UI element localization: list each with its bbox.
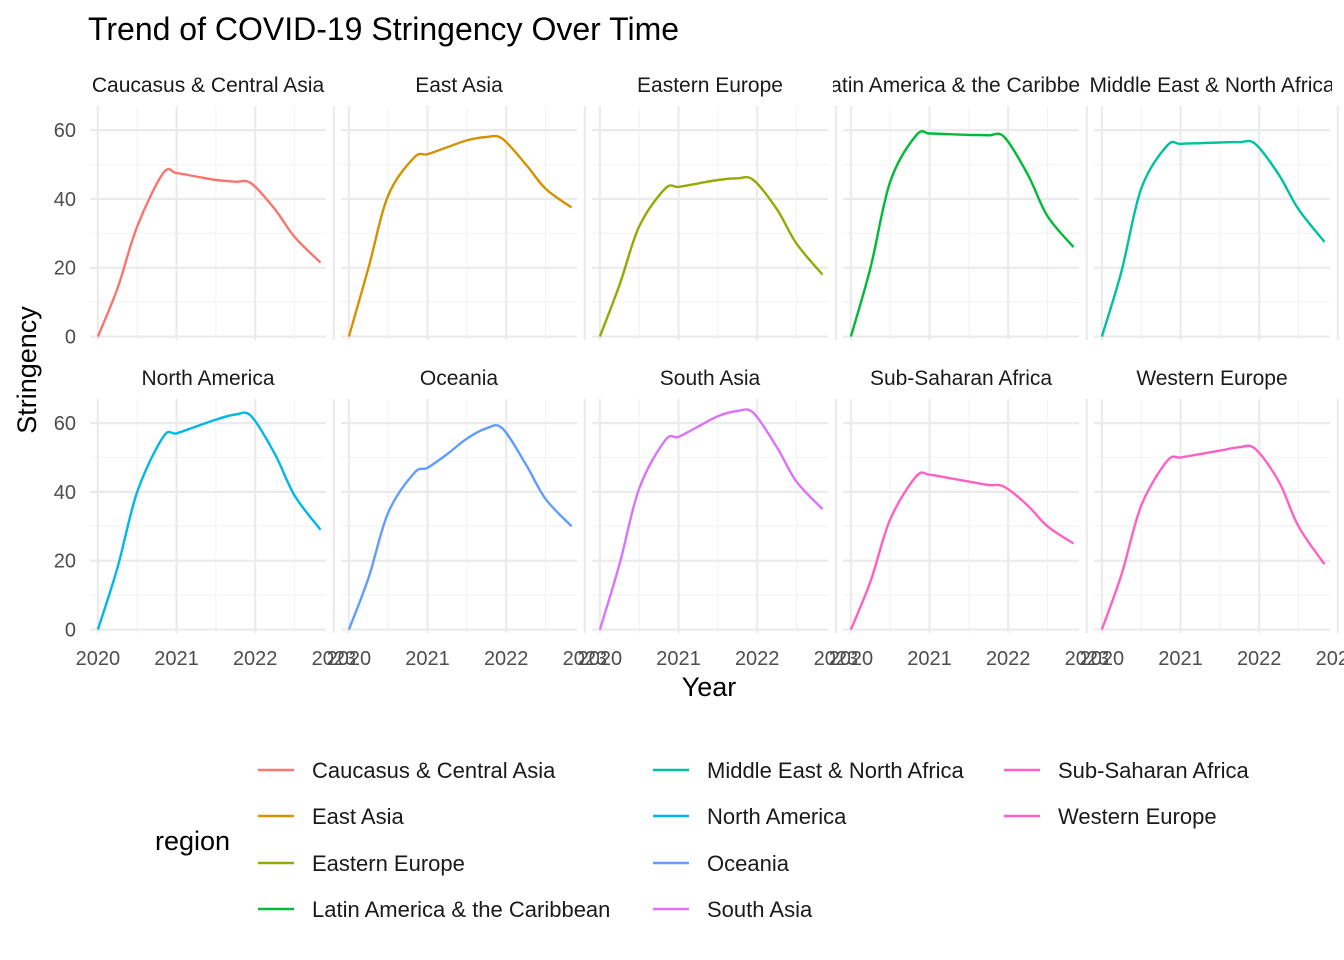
series-line (347, 134, 573, 337)
x-tick-label: 2021 (907, 648, 952, 670)
facet-panel: Sub-Saharan Africa 2020 2021 2022 2023 (829, 367, 1110, 670)
y-tick-label: 40 (54, 482, 76, 504)
legend-label: Caucasus & Central Asia (312, 758, 556, 783)
y-tick-label: 0 (65, 327, 76, 349)
legend-item: East Asia (258, 804, 404, 829)
series-line (96, 411, 322, 630)
facet-strip-label: Middle East & North Africa (1089, 74, 1334, 97)
facet-strip-label: North America (141, 367, 274, 390)
legend-label: South Asia (707, 897, 813, 922)
x-tick-label: 2022 (986, 648, 1031, 670)
x-tick-label: 2022 (1237, 648, 1282, 670)
y-tick-label: 40 (54, 189, 76, 211)
x-tick-label: 2020 (578, 648, 623, 670)
legend-item: Latin America & the Caribbean (258, 897, 610, 922)
legend-item: Eastern Europe (258, 851, 465, 876)
series-line (1100, 444, 1326, 630)
facet-panel: Oceania 2020 2021 2022 2023 (327, 367, 607, 670)
y-tick-label: 60 (54, 120, 76, 142)
x-axis-title: Year (682, 672, 737, 702)
x-tick-label: 2021 (656, 648, 701, 670)
facet-strip-label: South Asia (660, 367, 761, 390)
y-tick-label: 60 (54, 413, 76, 435)
y-tick-label: 0 (65, 620, 76, 642)
legend-item: Caucasus & Central Asia (258, 758, 556, 783)
series-line (1100, 139, 1326, 337)
series-line (598, 175, 824, 338)
legend: region Caucasus & Central Asia East Asia E… (155, 758, 1250, 922)
facet-panel: East Asia (341, 74, 586, 340)
series-line (598, 408, 824, 630)
chart-title: Trend of COVID-19 Stringency Over Time (88, 11, 679, 47)
legend-label: Middle East & North Africa (707, 758, 965, 783)
facet-strip-label: Eastern Europe (637, 74, 783, 97)
legend-item: South Asia (653, 897, 813, 922)
facet-strip-label: Western Europe (1136, 367, 1287, 390)
legend-label: Oceania (707, 851, 790, 876)
legend-label: North America (707, 804, 847, 829)
x-tick-label: 2022 (484, 648, 529, 670)
facet-strip-label: Latin America & the Caribbean (819, 74, 1104, 97)
facet-panel: Western Europe 2020 2021 2022 2023 (1080, 367, 1344, 670)
y-tick-label: 20 (54, 551, 76, 573)
x-tick-label: 2023 (563, 648, 608, 670)
y-axis-title: Stringency (12, 306, 42, 434)
facet-panel: Latin America & the Caribbean (819, 74, 1104, 340)
facet-strip-label: Caucasus & Central Asia (92, 74, 325, 97)
legend-item: Oceania (653, 851, 790, 876)
series-line (849, 130, 1075, 337)
x-tick-label: 2022 (233, 648, 278, 670)
series-line (96, 167, 322, 338)
x-tick-label: 2022 (735, 648, 780, 670)
legend-label: Latin America & the Caribbean (312, 897, 610, 922)
legend-label: East Asia (312, 804, 404, 829)
x-tick-label: 2020 (829, 648, 874, 670)
x-tick-label: 2021 (1158, 648, 1203, 670)
x-tick-label: 2023 (312, 648, 357, 670)
legend-item: Middle East & North Africa (653, 758, 965, 783)
legend-label: Eastern Europe (312, 851, 465, 876)
facet-panel: South Asia 2020 2021 2022 2023 (578, 367, 859, 670)
legend-item: Western Europe (1004, 804, 1217, 829)
facet-panel: Middle East & North Africa (1089, 74, 1339, 340)
facet-strip-label: Oceania (420, 367, 499, 390)
x-tick-label: 2020 (1080, 648, 1125, 670)
facet-panel: Caucasus & Central Asia 0 20 40 60 (54, 74, 335, 349)
facet-panel: Eastern Europe (592, 74, 837, 340)
legend-title: region (155, 826, 230, 856)
x-tick-label: 2023 (1316, 648, 1344, 670)
facet-strip-label: East Asia (415, 74, 503, 97)
legend-item: Sub-Saharan Africa (1004, 758, 1250, 783)
x-tick-label: 2023 (814, 648, 859, 670)
legend-item: North America (653, 804, 847, 829)
legend-label: Western Europe (1058, 804, 1217, 829)
facet-panel: North America 0 20 40 60 2020 2021 2022 2023 (54, 367, 356, 670)
facet-panels: Caucasus & Central Asia 0 20 40 60 East Asia E… (54, 74, 1344, 670)
x-tick-label: 2020 (76, 648, 121, 670)
x-tick-label: 2020 (327, 648, 372, 670)
x-tick-label: 2021 (154, 648, 199, 670)
x-tick-label: 2021 (405, 648, 450, 670)
series-line (849, 471, 1075, 631)
facet-strip-label: Sub-Saharan Africa (870, 367, 1052, 390)
legend-label: Sub-Saharan Africa (1058, 758, 1250, 783)
y-tick-label: 20 (54, 258, 76, 280)
x-tick-label: 2023 (1065, 648, 1110, 670)
series-line (347, 423, 573, 631)
